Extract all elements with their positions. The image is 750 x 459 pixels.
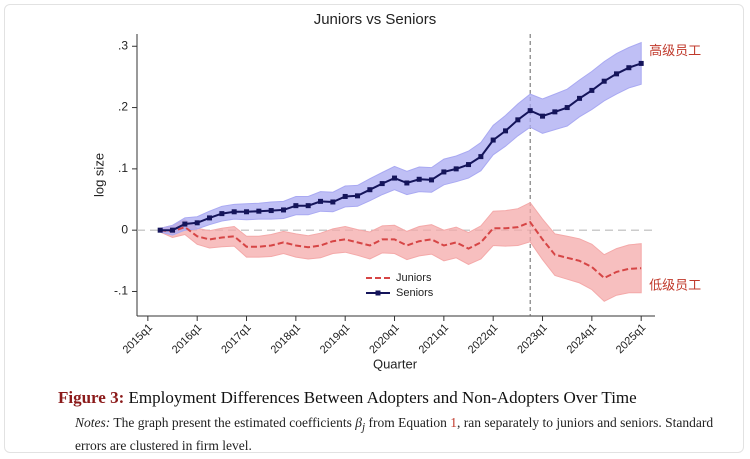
marker: [182, 221, 188, 227]
marker: [478, 154, 484, 160]
y-tick-label: 0: [121, 222, 128, 236]
marker: [194, 220, 200, 226]
marker: [527, 108, 533, 114]
marker: [441, 169, 447, 175]
marker: [342, 193, 348, 199]
marker: [170, 227, 176, 233]
marker: [429, 177, 435, 183]
y-tick-label: .2: [118, 100, 128, 114]
marker: [416, 176, 422, 182]
x-tick-label: 2020q1: [367, 322, 401, 356]
marker: [503, 128, 509, 134]
chart: Juniors vs Seniors Quarter log size -.1 0…: [91, 11, 701, 371]
notes-subscript: j: [362, 421, 366, 434]
notes-symbol: β: [355, 415, 363, 430]
marker: [207, 215, 213, 221]
confidence-band: [159, 201, 642, 302]
x-tick-label: 2021q1: [417, 322, 451, 356]
marker: [157, 227, 163, 233]
marker: [268, 208, 274, 214]
marker: [552, 109, 558, 115]
marker: [244, 209, 250, 215]
frame: [4, 4, 744, 453]
marker: [293, 203, 299, 209]
marker: [466, 162, 472, 168]
x-tick-label: 2015q1: [121, 322, 155, 356]
marker: [601, 78, 607, 84]
legend-marker: [375, 290, 381, 296]
figure-caption: Figure 3: Employment Differences Between…: [58, 388, 637, 408]
y-tick-label: .3: [118, 38, 128, 52]
marker: [515, 117, 521, 123]
chart-title: Juniors vs Seniors: [314, 11, 437, 28]
notes-label: Notes:: [75, 415, 111, 430]
marker: [453, 166, 459, 172]
marker: [614, 71, 620, 77]
x-tick-label: 2024q1: [565, 322, 599, 356]
marker: [392, 175, 398, 181]
marker: [540, 113, 546, 119]
x-tick-label: 2022q1: [466, 322, 500, 356]
marker: [305, 203, 311, 209]
x-tick-label: 2017q1: [219, 322, 253, 356]
x-axis-title: Quarter: [373, 356, 418, 371]
marker: [330, 199, 336, 205]
series-line: [160, 220, 642, 280]
caption-title: Employment Differences Between Adopters …: [128, 388, 637, 407]
x-tick-label: 2018q1: [269, 322, 303, 356]
marker: [318, 198, 324, 204]
y-axis-title: log size: [91, 153, 106, 197]
marker: [367, 187, 373, 193]
marker: [589, 87, 595, 93]
marker: [577, 95, 583, 101]
marker: [355, 193, 361, 199]
notes-text: The graph present the estimated coeffici…: [113, 415, 352, 430]
marker: [379, 181, 385, 187]
x-tick-label: 2023q1: [515, 322, 549, 356]
marker: [490, 137, 496, 143]
figure-notes: Notes: The graph present the estimated c…: [75, 414, 715, 454]
marker: [281, 207, 287, 213]
legend-label: Seniors: [396, 287, 434, 299]
marker: [404, 180, 410, 186]
confidence-band: [159, 41, 642, 236]
notes-ref: 1: [450, 415, 458, 430]
marker: [256, 208, 262, 214]
y-tick-label: .1: [118, 161, 128, 175]
marker: [231, 209, 237, 215]
marker: [564, 105, 570, 111]
x-tick-label: 2016q1: [170, 322, 204, 356]
caption-label: Figure 3:: [58, 388, 125, 407]
annotation: 低级员工: [649, 278, 701, 293]
legend-label: Juniors: [396, 272, 432, 284]
notes-text: from Equation: [368, 415, 447, 430]
notes-text: , ran separately to juniors and seniors.…: [75, 415, 714, 453]
marker: [219, 211, 225, 217]
annotation: 高级员工: [649, 43, 701, 58]
x-tick-label: 2019q1: [318, 322, 352, 356]
x-tick-label: 2025q1: [614, 322, 648, 356]
marker: [626, 65, 632, 71]
y-tick-label: -.1: [114, 284, 128, 298]
series-line: [160, 62, 642, 232]
marker: [638, 60, 644, 66]
